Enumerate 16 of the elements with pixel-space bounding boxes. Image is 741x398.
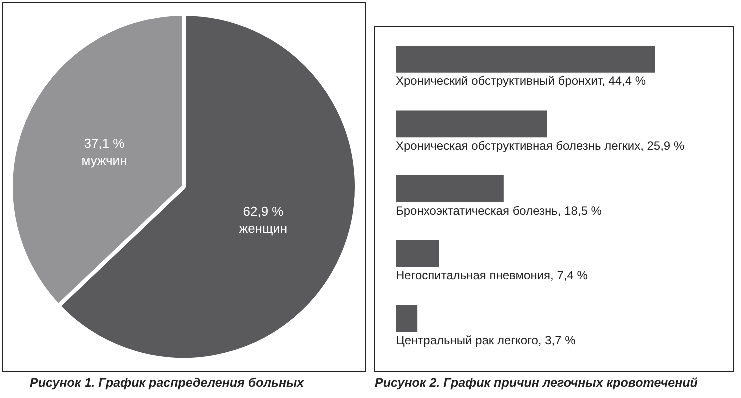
- data-label: Негоспитальная пневмония, 7,4 %: [396, 268, 588, 283]
- data-label: 37,1 %: [84, 136, 126, 151]
- slice-label: женщин: [239, 221, 288, 236]
- bar: [396, 240, 440, 268]
- bar: [396, 305, 418, 332]
- data-label: Хронический обструктивный бронхит, 44,4 %: [396, 74, 646, 88]
- bar: [396, 46, 655, 73]
- text: Рисунок 1. График распределения больных: [30, 376, 304, 390]
- bar: [396, 110, 548, 138]
- text: Рисунок 2. График причин легочных кровотечений: [375, 376, 698, 390]
- slice-label: мужчин: [82, 152, 128, 168]
- bar: [396, 176, 504, 202]
- data-label: Бронхоэктатическая болезнь, 18,5 %: [396, 204, 602, 218]
- data-label: 62,9 %: [243, 204, 284, 220]
- data-label: Центральный рак легкого, 3,7 %: [396, 333, 576, 348]
- data-label: Хроническая обструктивная болезнь легких, 25,9 %: [396, 138, 685, 153]
